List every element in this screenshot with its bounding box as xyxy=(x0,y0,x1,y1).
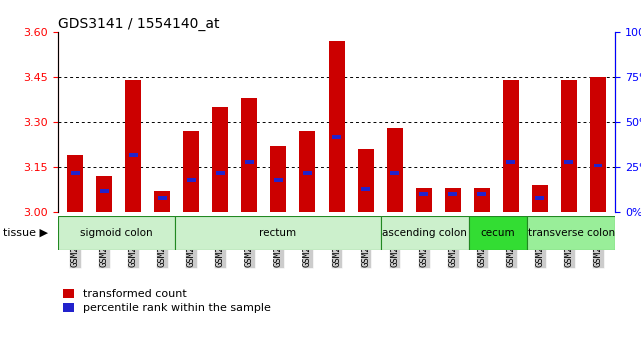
Bar xyxy=(71,171,79,175)
Bar xyxy=(299,131,315,212)
Bar xyxy=(503,80,519,212)
Bar xyxy=(245,160,254,164)
Bar xyxy=(387,128,403,212)
Bar xyxy=(129,153,138,156)
Text: cecum: cecum xyxy=(481,228,515,238)
Bar xyxy=(175,216,381,250)
Bar xyxy=(506,160,515,164)
Bar xyxy=(329,41,344,212)
Legend: transformed count, percentile rank within the sample: transformed count, percentile rank withi… xyxy=(63,289,271,313)
Bar xyxy=(96,176,112,212)
Bar xyxy=(242,98,258,212)
Bar xyxy=(445,188,461,212)
Bar xyxy=(154,191,171,212)
Bar xyxy=(271,146,287,212)
Bar xyxy=(469,216,528,250)
Bar xyxy=(67,155,83,212)
Bar xyxy=(212,107,228,212)
Bar xyxy=(187,178,196,182)
Bar xyxy=(358,149,374,212)
Bar xyxy=(474,188,490,212)
Text: tissue ▶: tissue ▶ xyxy=(3,228,48,238)
Bar xyxy=(415,188,431,212)
Bar xyxy=(594,164,603,167)
Bar xyxy=(58,216,175,250)
Bar xyxy=(532,185,548,212)
Text: ascending colon: ascending colon xyxy=(382,228,467,238)
Bar xyxy=(561,80,577,212)
Bar xyxy=(478,192,486,196)
Bar xyxy=(274,178,283,182)
Bar xyxy=(419,192,428,196)
Bar xyxy=(125,80,141,212)
Bar xyxy=(590,77,606,212)
Bar xyxy=(332,135,341,138)
Bar xyxy=(183,131,199,212)
Text: transverse colon: transverse colon xyxy=(528,228,615,238)
Bar xyxy=(448,192,457,196)
Bar xyxy=(361,187,370,191)
Bar xyxy=(565,160,573,164)
Bar xyxy=(390,171,399,175)
Bar xyxy=(158,196,167,200)
Bar xyxy=(528,216,615,250)
Bar xyxy=(303,171,312,175)
Text: GDS3141 / 1554140_at: GDS3141 / 1554140_at xyxy=(58,17,219,31)
Bar xyxy=(381,216,469,250)
Text: sigmoid colon: sigmoid colon xyxy=(80,228,153,238)
Bar xyxy=(216,171,225,175)
Bar xyxy=(100,189,108,193)
Bar xyxy=(535,196,544,200)
Text: rectum: rectum xyxy=(259,228,296,238)
